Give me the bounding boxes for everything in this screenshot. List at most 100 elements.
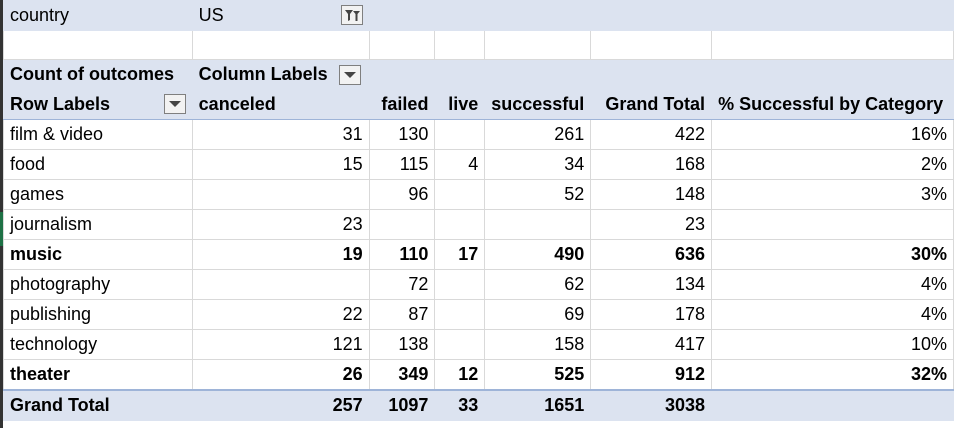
cell-live[interactable] bbox=[434, 269, 486, 300]
cell-pct-successful[interactable]: 4% bbox=[711, 269, 954, 300]
cell-pct-successful[interactable]: 4% bbox=[711, 299, 954, 330]
cell-canceled[interactable]: 15 bbox=[191, 149, 370, 180]
column-header-grand-total: Grand Total bbox=[590, 89, 713, 120]
cell-category[interactable]: technology bbox=[3, 329, 193, 360]
grand-total-grand-total: 3038 bbox=[590, 389, 713, 421]
cell-successful[interactable]: 261 bbox=[484, 119, 592, 150]
value-field-label: Count of outcomes bbox=[3, 59, 193, 90]
cell-grand-total[interactable]: 23 bbox=[590, 209, 713, 240]
cell-category[interactable]: games bbox=[3, 179, 193, 210]
cell-successful[interactable] bbox=[484, 209, 592, 240]
cell-pct-successful[interactable]: 32% bbox=[711, 359, 954, 391]
grand-total-failed: 1097 bbox=[368, 389, 436, 421]
cell-category[interactable]: music bbox=[3, 239, 193, 270]
table-row: technology 121 138 158 417 10% bbox=[3, 329, 954, 360]
cell-failed[interactable]: 110 bbox=[368, 239, 436, 270]
empty-cell[interactable] bbox=[368, 30, 436, 60]
empty-cell[interactable] bbox=[434, 0, 486, 31]
empty-cell[interactable] bbox=[711, 30, 954, 60]
empty-cell[interactable] bbox=[711, 0, 954, 31]
filter-value-cell[interactable]: US bbox=[191, 0, 370, 31]
cell-grand-total[interactable]: 178 bbox=[590, 299, 713, 330]
cell-live[interactable]: 4 bbox=[434, 149, 486, 180]
cell-canceled[interactable]: 121 bbox=[191, 329, 370, 360]
empty-cell[interactable] bbox=[434, 30, 486, 60]
row-labels-dropdown-button[interactable] bbox=[163, 94, 186, 114]
filter-dropdown-button[interactable] bbox=[340, 5, 363, 25]
cell-successful[interactable]: 490 bbox=[484, 239, 592, 270]
cell-pct-successful[interactable]: 10% bbox=[711, 329, 954, 360]
cell-category[interactable]: publishing bbox=[3, 299, 193, 330]
cell-category[interactable]: film & video bbox=[3, 119, 193, 150]
cell-category[interactable]: theater bbox=[3, 359, 193, 391]
cell-successful[interactable]: 69 bbox=[484, 299, 592, 330]
cell-live[interactable] bbox=[434, 329, 486, 360]
grand-total-successful: 1651 bbox=[484, 389, 592, 421]
cell-failed[interactable]: 138 bbox=[368, 329, 436, 360]
cell-successful[interactable]: 158 bbox=[484, 329, 592, 360]
cell-canceled[interactable]: 19 bbox=[191, 239, 370, 270]
table-row: theater 26 349 12 525 912 32% bbox=[3, 359, 954, 391]
cell-pct-successful[interactable] bbox=[711, 209, 954, 240]
cell-live[interactable]: 17 bbox=[434, 239, 486, 270]
empty-cell[interactable] bbox=[484, 30, 592, 60]
cell-live[interactable] bbox=[434, 179, 486, 210]
cell-failed[interactable]: 130 bbox=[368, 119, 436, 150]
cell-canceled[interactable]: 31 bbox=[191, 119, 370, 150]
filter-field-label: country bbox=[3, 0, 193, 31]
row-labels-cell[interactable]: Row Labels bbox=[3, 89, 193, 120]
filter-funnel-icon bbox=[344, 10, 360, 21]
column-header-pct-successful: % Successful by Category bbox=[711, 89, 954, 120]
table-row: music 19 110 17 490 636 30% bbox=[3, 239, 954, 270]
empty-cell[interactable] bbox=[590, 30, 713, 60]
cell-successful[interactable]: 525 bbox=[484, 359, 592, 391]
cell-live[interactable] bbox=[434, 119, 486, 150]
cell-category[interactable]: food bbox=[3, 149, 193, 180]
cell-canceled[interactable]: 26 bbox=[191, 359, 370, 391]
cell-live[interactable]: 12 bbox=[434, 359, 486, 391]
grand-total-pct bbox=[711, 389, 954, 421]
column-header-live: live bbox=[434, 89, 486, 120]
empty-cell[interactable] bbox=[3, 30, 193, 60]
cell-failed[interactable] bbox=[368, 209, 436, 240]
cell-failed[interactable]: 87 bbox=[368, 299, 436, 330]
column-labels-label: Column Labels bbox=[198, 64, 328, 84]
cell-successful[interactable]: 52 bbox=[484, 179, 592, 210]
chevron-down-icon bbox=[343, 72, 356, 79]
table-row: publishing 22 87 69 178 4% bbox=[3, 299, 954, 330]
cell-live[interactable] bbox=[434, 209, 486, 240]
cell-failed[interactable]: 72 bbox=[368, 269, 436, 300]
cell-pct-successful[interactable]: 16% bbox=[711, 119, 954, 150]
empty-cell[interactable] bbox=[590, 0, 713, 31]
grand-total-row: Grand Total 257 1097 33 1651 3038 bbox=[3, 389, 954, 421]
column-labels-dropdown-button[interactable] bbox=[338, 65, 361, 86]
cell-grand-total[interactable]: 912 bbox=[590, 359, 713, 391]
cell-category[interactable]: journalism bbox=[3, 209, 193, 240]
cell-canceled[interactable] bbox=[191, 269, 370, 300]
cell-pct-successful[interactable]: 3% bbox=[711, 179, 954, 210]
cell-successful[interactable]: 34 bbox=[484, 149, 592, 180]
cell-category[interactable]: photography bbox=[3, 269, 193, 300]
column-labels-cell[interactable]: Column Labels bbox=[191, 59, 370, 90]
cell-grand-total[interactable]: 134 bbox=[590, 269, 713, 300]
empty-cell[interactable] bbox=[484, 0, 592, 31]
cell-pct-successful[interactable]: 30% bbox=[711, 239, 954, 270]
cell-canceled[interactable] bbox=[191, 179, 370, 210]
cell-grand-total[interactable]: 168 bbox=[590, 149, 713, 180]
cell-failed[interactable]: 115 bbox=[368, 149, 436, 180]
empty-cell[interactable] bbox=[191, 30, 370, 60]
cell-grand-total[interactable]: 636 bbox=[590, 239, 713, 270]
cell-live[interactable] bbox=[434, 299, 486, 330]
cell-grand-total[interactable]: 422 bbox=[590, 119, 713, 150]
cell-failed[interactable]: 349 bbox=[368, 359, 436, 391]
empty-cell[interactable] bbox=[368, 0, 436, 31]
cell-grand-total[interactable]: 148 bbox=[590, 179, 713, 210]
cell-grand-total[interactable]: 417 bbox=[590, 329, 713, 360]
cell-canceled[interactable]: 22 bbox=[191, 299, 370, 330]
column-header-successful: successful bbox=[484, 89, 592, 120]
cell-successful[interactable]: 62 bbox=[484, 269, 592, 300]
table-row: journalism 23 23 bbox=[3, 209, 954, 240]
cell-pct-successful[interactable]: 2% bbox=[711, 149, 954, 180]
cell-canceled[interactable]: 23 bbox=[191, 209, 370, 240]
cell-failed[interactable]: 96 bbox=[368, 179, 436, 210]
